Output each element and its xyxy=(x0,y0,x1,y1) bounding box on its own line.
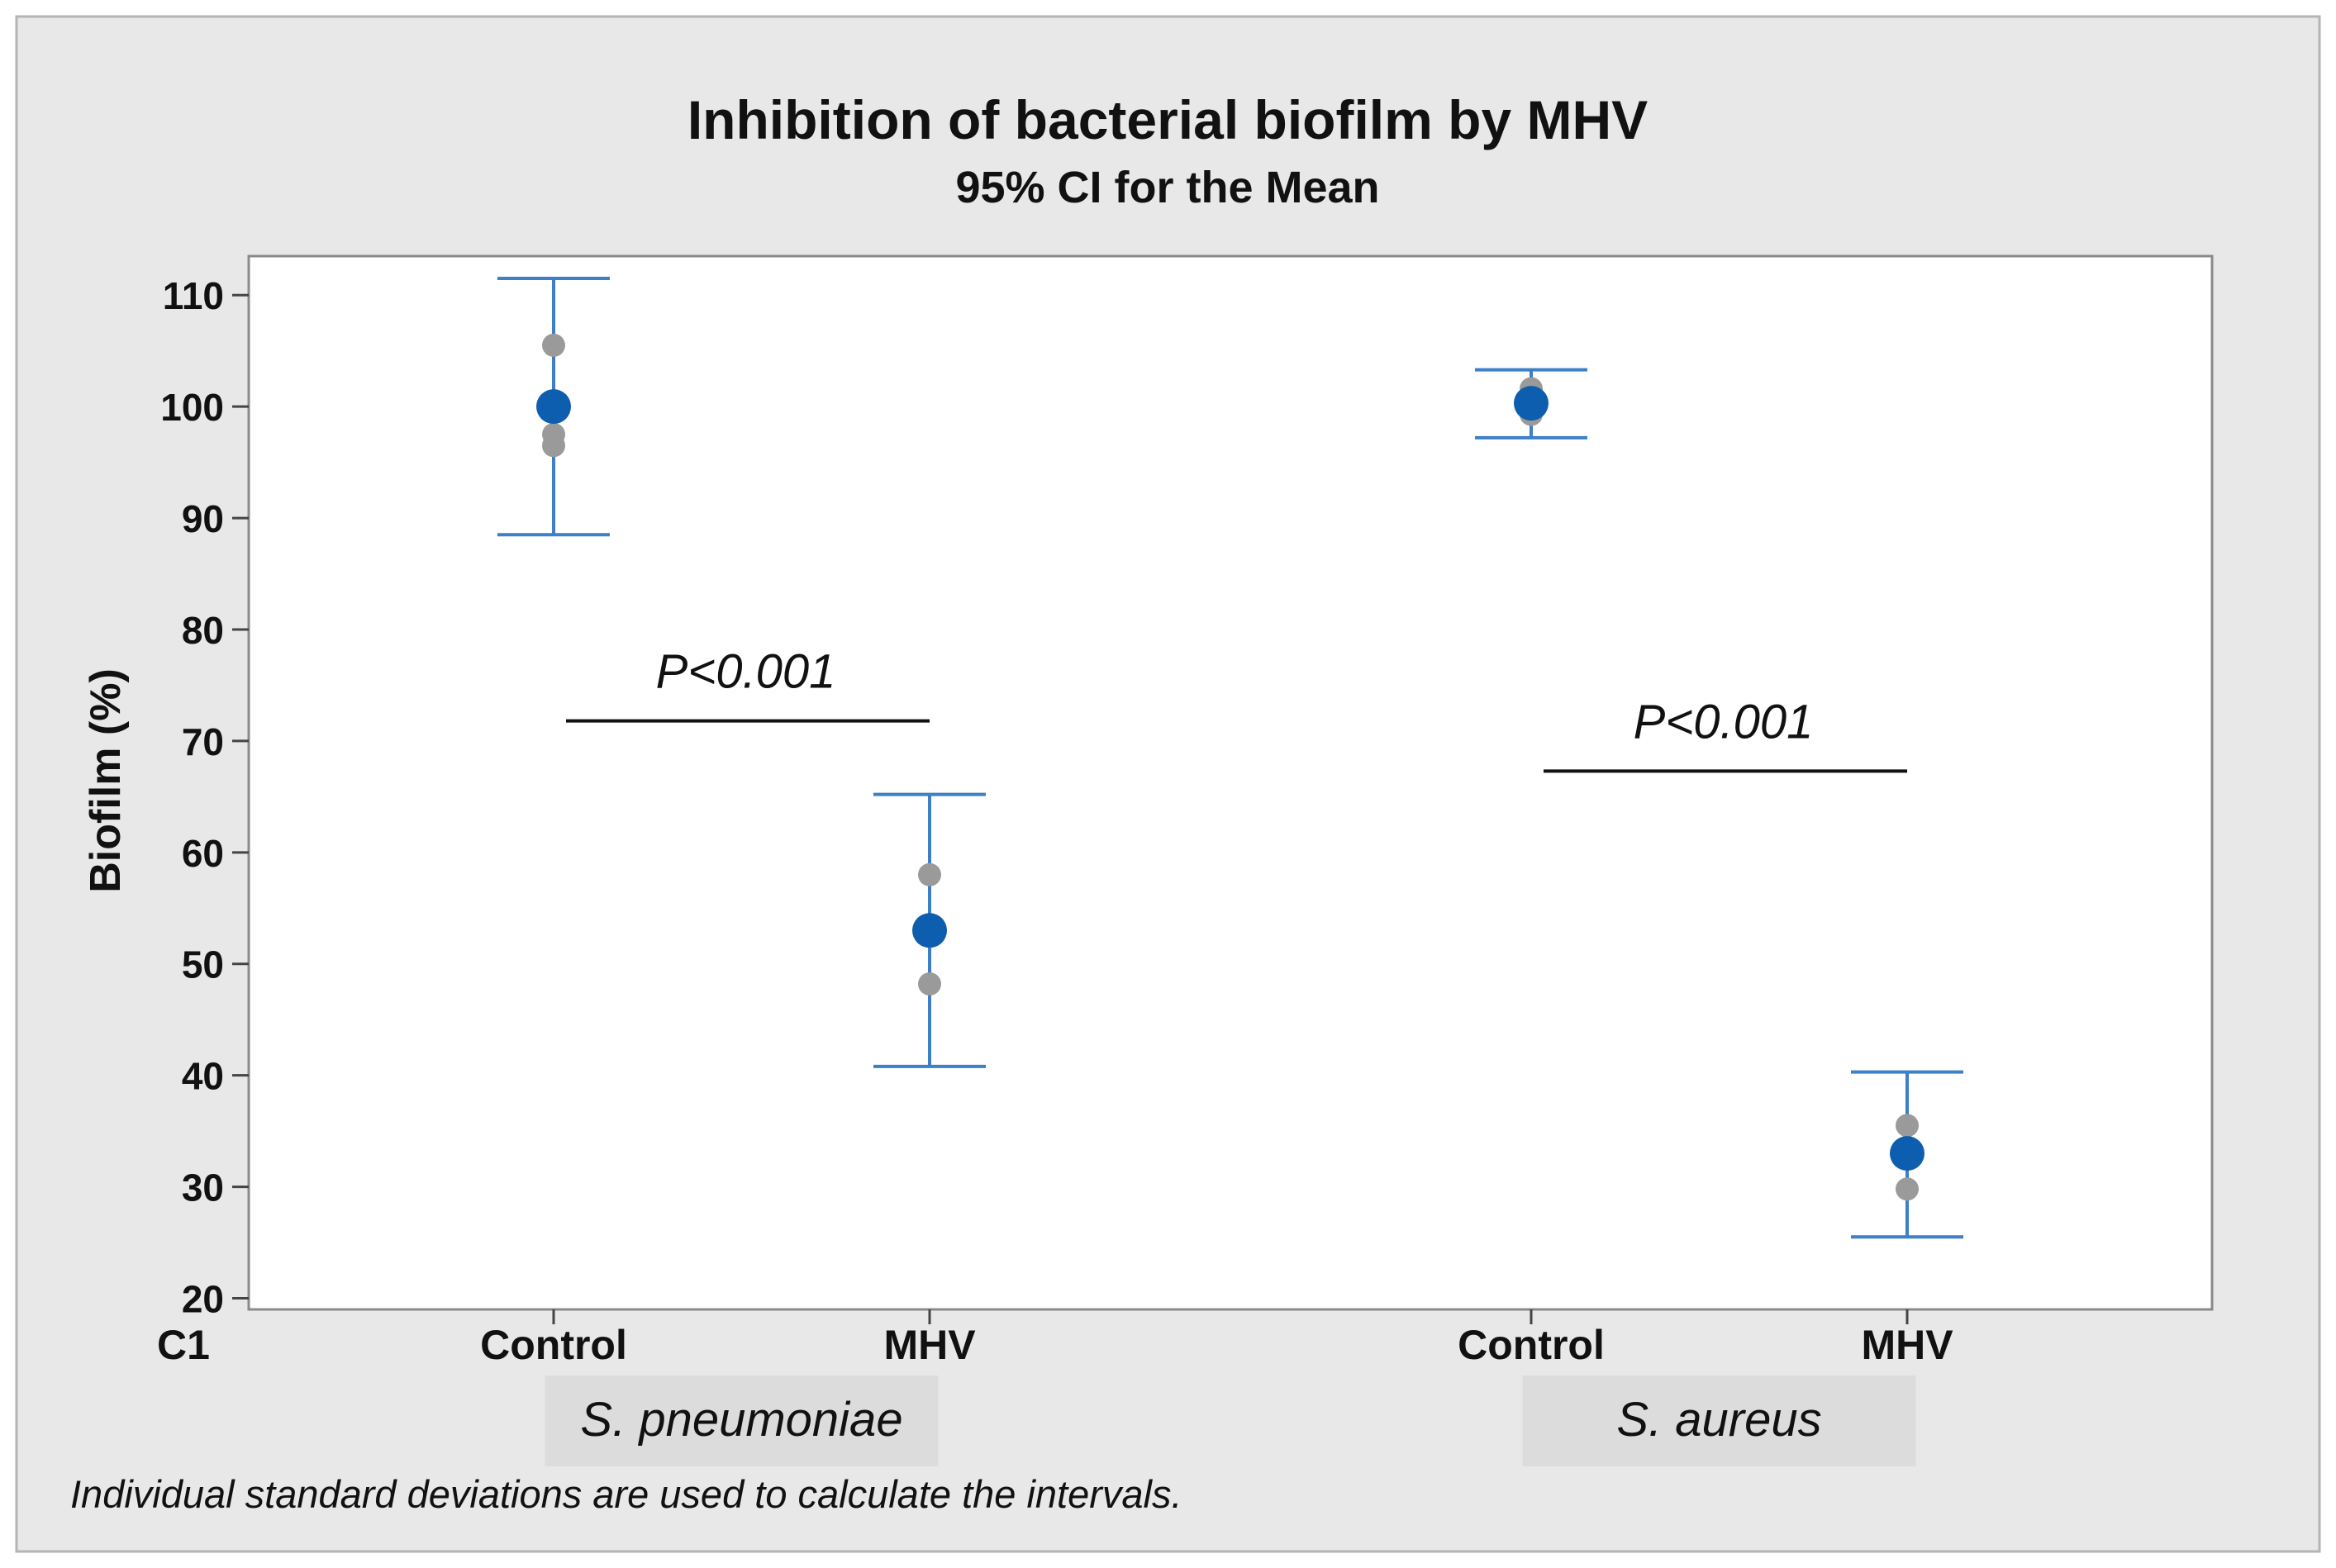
x-axis-variable-label: C1 xyxy=(157,1322,210,1368)
x-tick-label: MHV xyxy=(883,1322,976,1368)
group-label-box xyxy=(1522,1376,1916,1466)
chart-subtitle: 95% CI for the Mean xyxy=(955,163,1379,212)
x-tick-label: MHV xyxy=(1861,1322,1953,1368)
y-tick-label: 70 xyxy=(182,720,224,763)
x-axis: Control MHV S. pneumoniae Control MHV S. aure… xyxy=(480,1309,1953,1466)
significance-label: P<0.001 xyxy=(1634,695,1814,748)
y-tick-label: 100 xyxy=(160,386,224,429)
mean-marker xyxy=(536,389,571,425)
chart-title: Inhibition of bacterial biofilm by MHV xyxy=(687,89,1648,150)
group-label: S. aureus xyxy=(1616,1393,1821,1447)
observation-point xyxy=(918,862,941,886)
y-tick-label: 20 xyxy=(182,1278,224,1321)
group-label-box xyxy=(545,1376,939,1466)
footnote: Individual standard deviations are used … xyxy=(70,1472,1182,1516)
y-tick-label: 90 xyxy=(182,497,224,540)
x-tick-label: Control xyxy=(480,1322,627,1368)
mean-marker xyxy=(912,913,947,948)
significance-annotations: P<0.001 P<0.001 xyxy=(566,645,1907,773)
y-tick-label: 80 xyxy=(182,609,224,652)
y-tick-label: 40 xyxy=(182,1055,224,1098)
interval-series xyxy=(497,276,1963,1239)
observation-point xyxy=(542,333,565,357)
x-tick-label: Control xyxy=(1458,1322,1605,1368)
mean-marker xyxy=(1514,386,1549,421)
y-tick-label: 30 xyxy=(182,1166,224,1209)
y-axis: 20 30 40 50 60 70 80 90 100 110 xyxy=(160,274,249,1321)
y-tick-label: 60 xyxy=(182,832,224,875)
y-tick-label: 50 xyxy=(182,943,224,986)
observation-point xyxy=(1896,1177,1919,1201)
y-tick-label: 110 xyxy=(163,274,224,317)
mean-marker xyxy=(1890,1136,1924,1171)
y-axis-label: Biofilm (%) xyxy=(82,668,130,893)
group-label: S. pneumoniae xyxy=(580,1393,902,1447)
observation-point xyxy=(542,434,565,458)
observation-point xyxy=(1896,1114,1919,1138)
plot-area xyxy=(247,254,2214,1311)
significance-label: P<0.001 xyxy=(656,645,836,699)
observation-point xyxy=(918,972,941,996)
